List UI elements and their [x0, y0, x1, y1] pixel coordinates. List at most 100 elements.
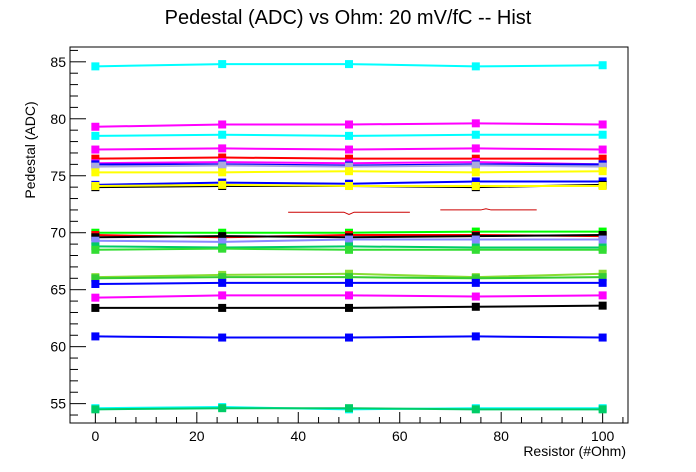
data-point — [91, 122, 100, 131]
data-point — [471, 144, 480, 153]
data-point — [598, 405, 607, 414]
data-point — [471, 182, 480, 191]
data-point — [471, 235, 480, 244]
data-point — [218, 130, 227, 139]
data-point — [218, 168, 227, 177]
data-point — [218, 120, 227, 129]
data-point — [91, 162, 100, 171]
data-point — [471, 245, 480, 254]
data-point — [218, 180, 227, 189]
data-point — [471, 168, 480, 177]
data-point — [598, 167, 607, 176]
data-point — [598, 61, 607, 70]
data-point — [91, 405, 100, 414]
data-point — [598, 291, 607, 300]
data-point — [598, 278, 607, 287]
y-tick-label: 75 — [50, 168, 66, 184]
data-point — [345, 278, 353, 287]
data-point — [471, 62, 480, 71]
data-point — [345, 120, 353, 129]
y-tick-label: 55 — [50, 396, 66, 412]
data-point — [598, 245, 607, 254]
data-point — [345, 333, 353, 342]
y-axis: 55 60 65 70 75 80 85 — [50, 49, 86, 416]
data-point — [218, 303, 227, 312]
data-point — [598, 154, 607, 163]
data-point — [598, 333, 607, 342]
data-point — [91, 236, 100, 245]
x-tick-label: 60 — [392, 428, 408, 444]
data-point — [345, 291, 353, 300]
data-point — [91, 131, 100, 140]
data-point — [471, 278, 480, 287]
data-point — [598, 231, 607, 239]
data-point — [218, 404, 227, 413]
data-point — [345, 154, 353, 163]
y-tick-label: 85 — [50, 54, 66, 70]
data-point — [345, 167, 353, 176]
y-tick-label: 80 — [50, 111, 66, 127]
data-point — [345, 404, 353, 413]
data-point — [471, 332, 480, 341]
x-tick-label: 0 — [91, 428, 99, 444]
data-point — [471, 274, 480, 283]
data-point — [471, 302, 480, 311]
data-point — [598, 130, 607, 139]
data-point — [91, 303, 100, 312]
fragment-line — [288, 211, 410, 216]
data-point — [218, 144, 227, 153]
x-tick-label: 80 — [493, 428, 509, 444]
data-point — [471, 177, 480, 186]
data-point — [345, 162, 353, 171]
data-point — [345, 182, 353, 191]
data-point — [91, 274, 100, 283]
data-point — [91, 245, 100, 254]
data-point — [91, 168, 100, 177]
data-point — [218, 333, 227, 342]
x-axis: 0 20 40 60 80 100 — [91, 412, 624, 444]
data-point — [471, 292, 480, 301]
data-point — [345, 131, 353, 140]
data-point — [598, 145, 607, 154]
data-point — [598, 301, 607, 310]
data-point — [218, 153, 227, 162]
data-point — [598, 182, 607, 191]
y-tick-label: 65 — [50, 282, 66, 298]
data-point — [345, 235, 353, 244]
x-tick-label: 100 — [591, 428, 615, 444]
data-point — [91, 332, 100, 341]
data-point — [218, 278, 227, 287]
data-point — [598, 162, 607, 171]
series-layer — [91, 60, 607, 414]
data-point — [471, 119, 480, 128]
y-tick-label: 70 — [50, 225, 66, 241]
data-point — [598, 120, 607, 129]
data-point — [218, 291, 227, 300]
data-point — [345, 245, 353, 254]
data-point — [91, 182, 100, 191]
data-point — [91, 62, 100, 71]
data-point — [598, 235, 607, 244]
data-point — [345, 145, 353, 154]
x-axis-label: Resistor (#Ohm) — [523, 443, 626, 459]
data-point — [91, 145, 100, 154]
data-point — [218, 237, 227, 246]
data-point — [471, 130, 480, 139]
data-point — [218, 60, 227, 69]
data-point — [598, 273, 607, 282]
data-point — [345, 273, 353, 282]
data-point — [471, 161, 480, 170]
data-point — [218, 244, 227, 253]
chart-title: Pedestal (ADC) vs Ohm: 20 mV/fC -- Hist — [165, 7, 532, 29]
y-axis-label: Pedestal (ADC) — [22, 101, 38, 198]
x-tick-label: 20 — [189, 428, 205, 444]
data-point — [218, 273, 227, 282]
data-point — [218, 232, 227, 241]
data-point — [218, 161, 227, 170]
x-tick-label: 40 — [290, 428, 306, 444]
data-point — [471, 405, 480, 414]
data-point — [91, 279, 100, 288]
data-point — [91, 154, 100, 163]
plot-frame — [69, 46, 629, 424]
